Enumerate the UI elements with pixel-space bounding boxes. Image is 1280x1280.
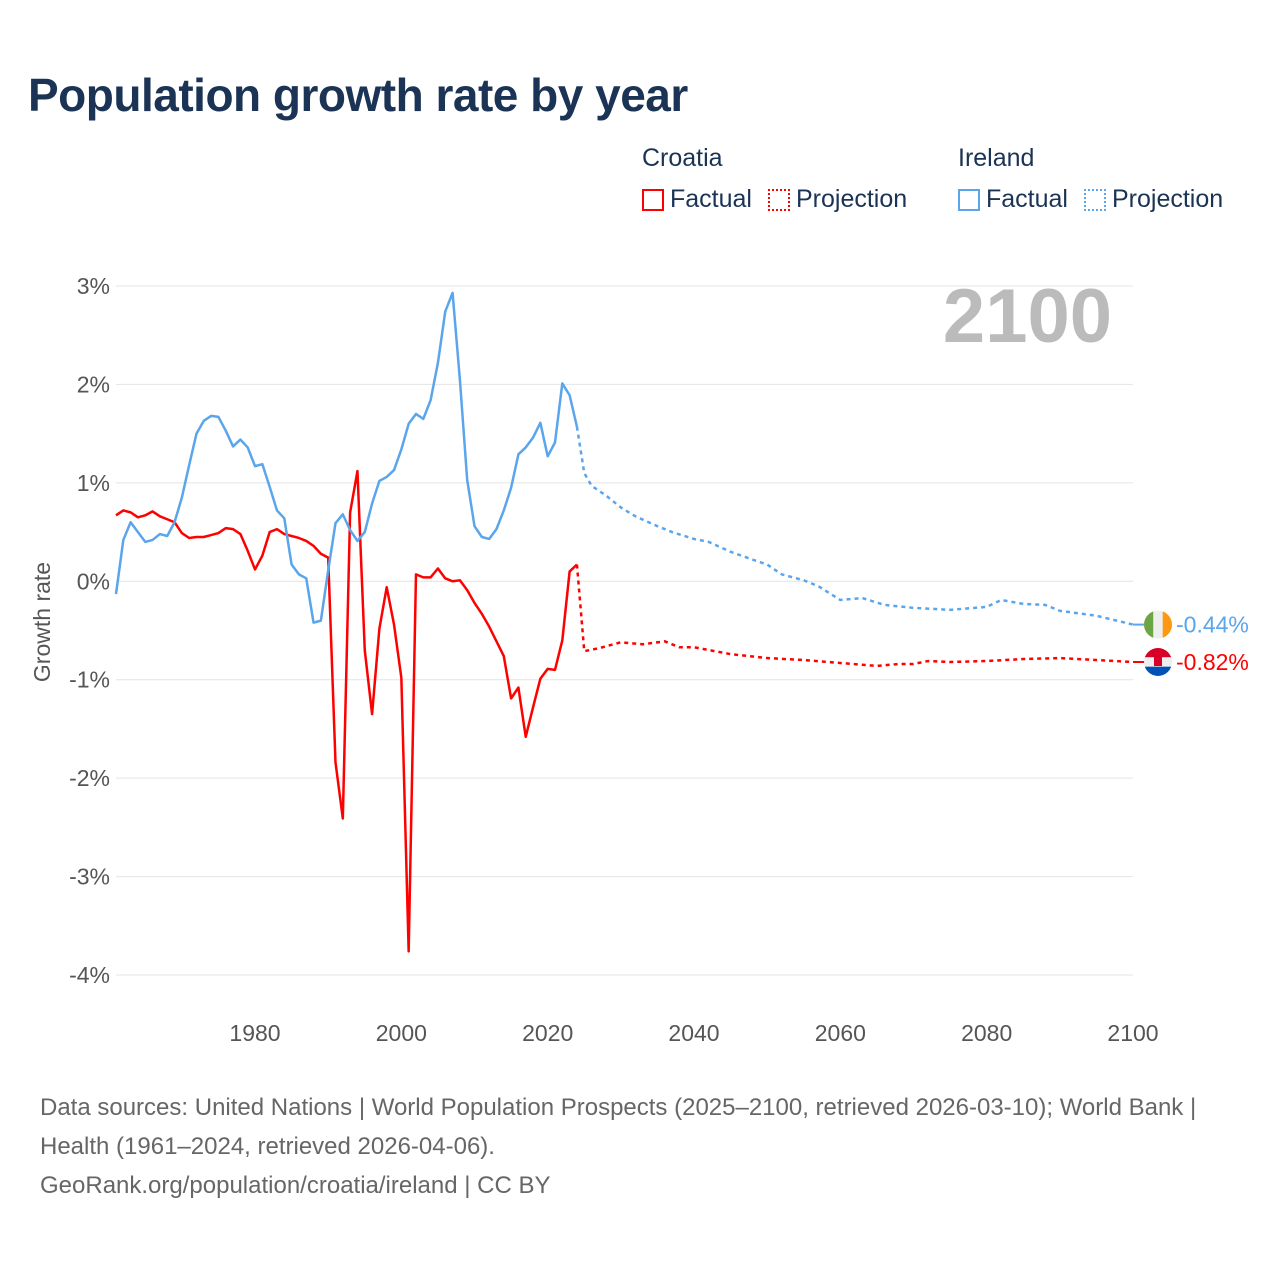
croatia-flag-icon <box>1144 647 1172 676</box>
legend-label: Projection <box>1111 185 1224 213</box>
x-tick-label: 2080 <box>961 1020 1012 1046</box>
legend-ireland-factual[interactable]: Factual <box>958 185 1068 214</box>
croatia-factual-line <box>115 469 578 953</box>
y-tick-label: 3% <box>77 273 110 299</box>
croatia-projection-line <box>575 564 1134 668</box>
ireland-factual-line <box>114 291 579 624</box>
dotted-swatch-icon <box>1083 188 1106 211</box>
legend-croatia: Croatia Factual Projection <box>642 144 907 214</box>
footer: Data sources: United Nations | World Pop… <box>40 1088 1240 1205</box>
legend-country: Croatia <box>642 144 723 172</box>
ireland-projection-line <box>575 426 1134 626</box>
legend-label: Projection <box>795 185 908 213</box>
y-axis-label: Growth rate <box>29 562 55 682</box>
ireland-end-value: -0.44% <box>1176 612 1249 638</box>
chart-title: Population growth rate by year <box>28 69 688 121</box>
x-tick-label: 2100 <box>1107 1020 1158 1046</box>
x-tick-label: 2060 <box>815 1020 866 1046</box>
legend-croatia-projection[interactable]: Projection <box>767 185 908 214</box>
data-sources: Data sources: United Nations | World Pop… <box>40 1094 1197 1160</box>
x-tick-label: 2000 <box>376 1020 427 1046</box>
legend-label: Factual <box>986 185 1068 213</box>
y-tick-label: -1% <box>69 667 110 693</box>
legend-country: Ireland <box>958 144 1035 172</box>
legend-ireland: Ireland Factual Projection <box>958 144 1223 214</box>
legend-croatia-factual[interactable]: Factual <box>642 185 752 214</box>
x-tick-label: 2040 <box>668 1020 719 1046</box>
solid-swatch-icon <box>958 188 980 211</box>
croatia-end-value: -0.82% <box>1176 649 1249 675</box>
current-year-label: 2100 <box>943 274 1112 359</box>
legend-ireland-projection[interactable]: Projection <box>1083 185 1224 214</box>
x-tick-label: 2020 <box>522 1020 573 1046</box>
x-tick-label: 1980 <box>229 1020 280 1046</box>
y-tick-label: 0% <box>77 568 110 594</box>
y-tick-label: 2% <box>77 371 110 397</box>
ireland-flag-icon <box>1144 610 1172 639</box>
y-tick-label: -2% <box>69 765 110 791</box>
legend-label: Factual <box>670 185 752 213</box>
y-tick-label: 1% <box>77 470 110 496</box>
y-tick-label: -3% <box>69 864 110 890</box>
y-tick-label: -4% <box>69 962 110 988</box>
solid-swatch-icon <box>642 188 664 211</box>
attribution: GeoRank.org/population/croatia/ireland |… <box>40 1172 551 1199</box>
dotted-swatch-icon <box>767 188 790 211</box>
